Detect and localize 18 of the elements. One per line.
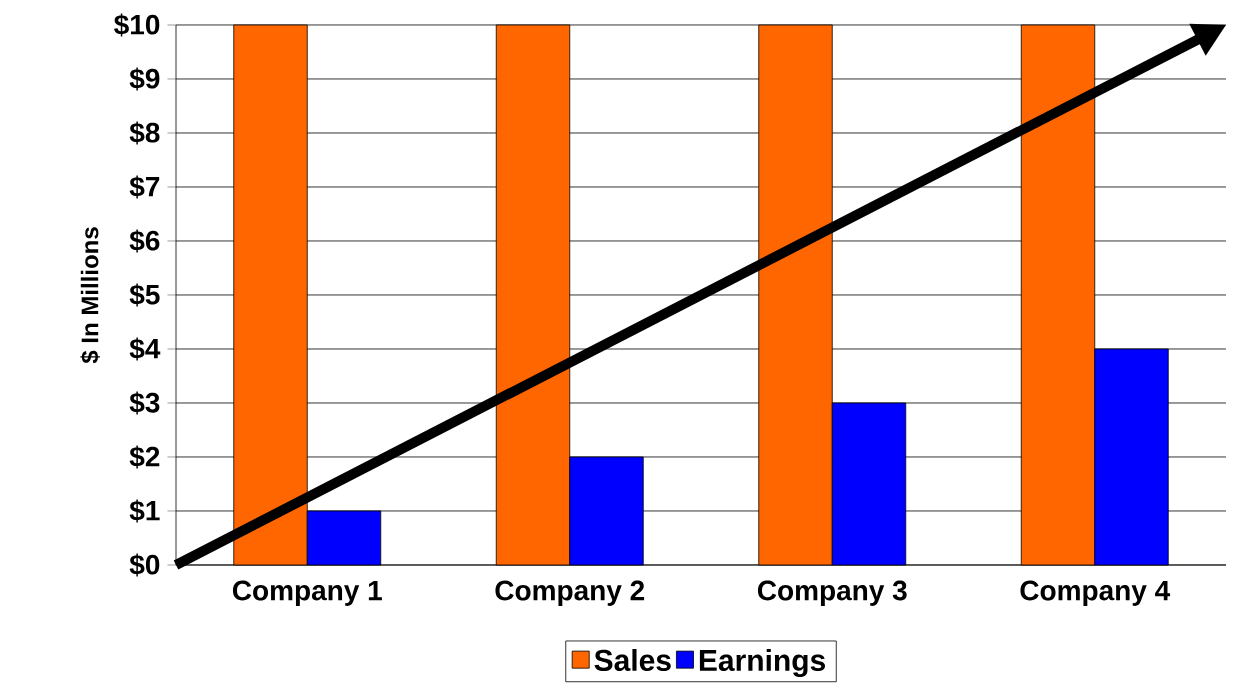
y-tick-label: $10 xyxy=(114,13,160,37)
y-tick-label: $0 xyxy=(129,553,160,577)
y-axis-title: $ In Millions xyxy=(80,227,100,364)
x-tick-label: Company 4 xyxy=(1020,580,1171,606)
y-tick-label: $7 xyxy=(129,175,160,199)
y-tick-label: $6 xyxy=(129,229,160,253)
y-tick-label: $2 xyxy=(129,445,160,469)
legend-label: Sales xyxy=(594,648,671,672)
y-tick-label: $5 xyxy=(129,283,160,307)
legend-label: Earnings xyxy=(699,648,826,678)
y-tick-label: $1 xyxy=(129,499,160,523)
y-tick-label: $3 xyxy=(129,391,160,415)
y-tick-label: $8 xyxy=(129,121,160,145)
y-tick-label: $9 xyxy=(129,67,160,91)
x-tick-label: Company 2 xyxy=(495,580,645,606)
y-tick-label: $4 xyxy=(129,337,161,361)
x-tick-label: Company 3 xyxy=(757,580,907,606)
x-tick-label: Company 1 xyxy=(232,580,382,606)
